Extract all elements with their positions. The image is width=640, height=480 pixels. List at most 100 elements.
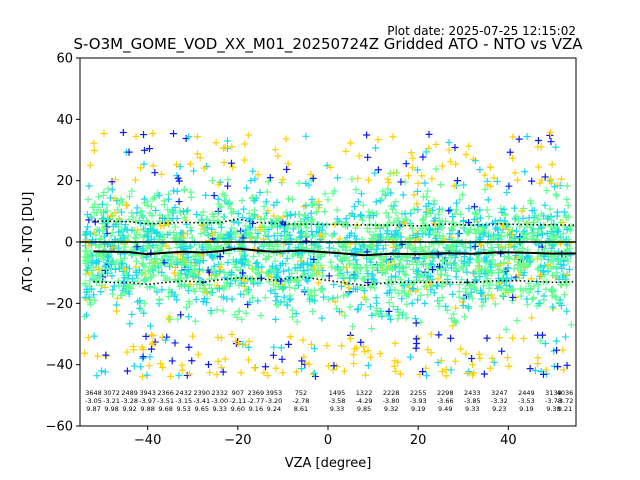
scatter-point [274,152,282,160]
scatter-point [541,339,549,347]
scatter-point [357,190,365,198]
scatter-point [470,216,478,224]
scatter-point [97,234,105,242]
scatter-point [523,254,531,262]
scatter-point [268,262,276,270]
scatter-point [537,143,545,151]
scatter-point [535,163,543,171]
scatter-point [226,234,234,242]
scatter-point [359,285,367,293]
scatter-point [478,302,486,310]
scatter-point [565,265,573,273]
scatter-point [83,211,91,219]
scatter-point [327,258,335,266]
scatter-point [310,264,318,272]
scatter-point [84,195,92,203]
scatter-point [471,243,479,251]
scatter-point [552,143,560,151]
bin-stat-n: 2432 [175,389,192,397]
scatter-point [160,272,168,280]
scatter-point [251,364,259,372]
scatter-point [220,269,228,277]
scatter-point [368,311,376,319]
scatter-point [446,206,454,214]
scatter-point [288,306,296,314]
scatter-point [315,228,323,236]
scatter-point [336,308,344,316]
scatter-point [527,199,535,207]
scatter-point [535,264,543,272]
scatter-point [223,279,231,287]
scatter-point [435,302,443,310]
scatter-point [547,138,555,146]
scatter-point [172,291,180,299]
scatter-point [177,243,185,251]
scatter-point [101,368,109,376]
scatter-point [397,178,405,186]
scatter-point [250,280,258,288]
scatter-point [499,293,507,301]
scatter-point [280,293,288,301]
scatter-point [190,167,198,175]
scatter-point [498,284,506,292]
scatter-point [403,300,411,308]
scatter-point [309,308,317,316]
scatter-point [527,256,535,264]
scatter-point [458,298,466,306]
scatter-point [178,259,186,267]
scatter-point [89,271,97,279]
scatter-point [177,259,185,267]
scatter-points [81,129,575,381]
scatter-point [302,237,310,245]
scatter-point [233,228,241,236]
scatter-point [484,196,492,204]
scatter-point [237,256,245,264]
scatter-point [403,251,411,259]
bin-stat-mean: -3.05 [85,397,102,405]
scatter-point [282,233,290,241]
scatter-point [520,335,528,343]
scatter-point [509,334,517,342]
scatter-point [394,308,402,316]
scatter-point [206,369,214,377]
scatter-point [475,350,483,358]
scatter-point [498,291,506,299]
scatter-point [458,276,466,284]
scatter-point [552,232,560,240]
scatter-point [530,229,538,237]
scatter-point [414,179,422,187]
scatter-point [329,244,337,252]
scatter-point [447,334,455,342]
scatter-point [553,346,561,354]
scatter-point [284,195,292,203]
bin-stat-n: 2449 [518,389,535,397]
scatter-point [93,352,101,360]
x-tick-label: 40 [500,433,517,448]
scatter-point [93,209,101,217]
scatter-point [272,364,280,372]
scatter-point [143,244,151,252]
scatter-point [177,275,185,283]
scatter-point [334,293,342,301]
scatter-point [150,193,158,201]
scatter-point [255,263,263,271]
scatter-point [116,256,124,264]
scatter-point [132,235,140,243]
scatter-point [316,224,324,232]
bin-stat-n: 1322 [356,389,373,397]
scatter-point [184,287,192,295]
scatter-point [448,225,456,233]
scatter-point [241,252,249,260]
scatter-point [95,266,103,274]
scatter-point [307,218,315,226]
scatter-point [295,179,303,187]
scatter-point [83,265,91,273]
scatter-point [115,264,123,272]
scatter-point [162,336,170,344]
scatter-point [506,148,514,156]
scatter-point [376,350,384,358]
scatter-point [108,272,116,280]
scatter-point [138,373,146,381]
scatter-point [453,177,461,185]
scatter-point [196,154,204,162]
